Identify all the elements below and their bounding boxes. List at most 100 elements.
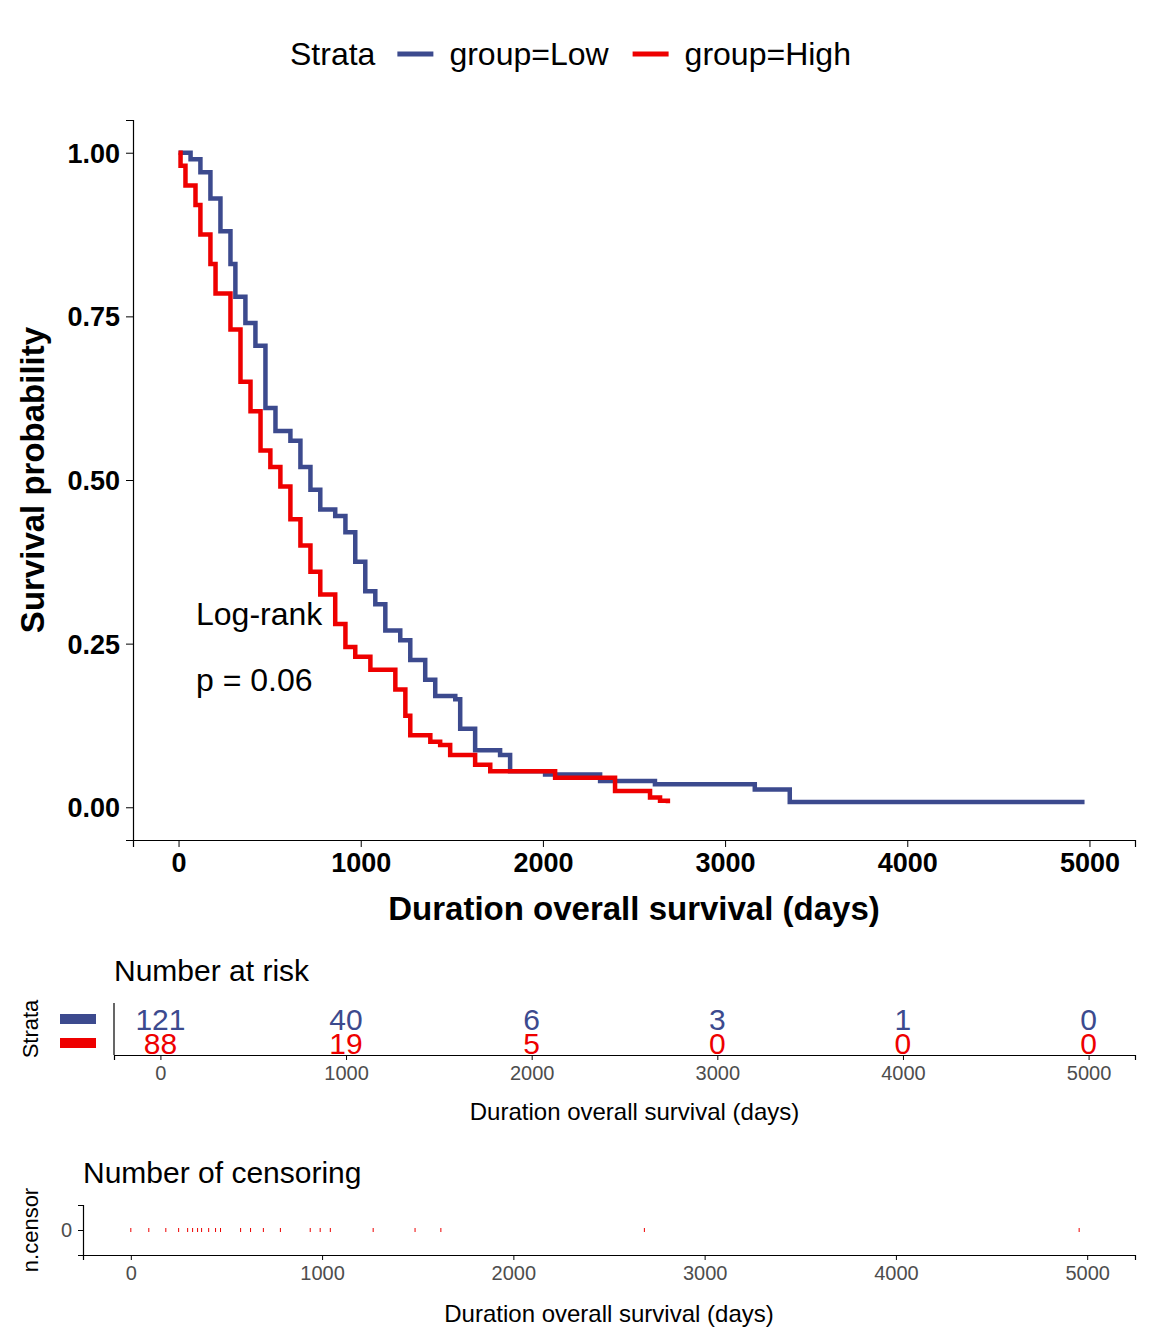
- tick-label: 0.00: [67, 793, 120, 823]
- censor-mark: [250, 1228, 251, 1232]
- tick-mark: [1087, 1255, 1088, 1260]
- legend-label: group=Low: [449, 36, 609, 72]
- tick-label: 0: [172, 848, 187, 878]
- censor-mark: [1079, 1228, 1080, 1232]
- axis-line: [78, 1206, 84, 1256]
- risk-count: 5: [523, 1027, 540, 1060]
- tick-mark: [126, 807, 133, 808]
- tick-label: 4000: [874, 1262, 919, 1284]
- axis-line: [115, 1056, 1136, 1061]
- tick-label: 2000: [510, 1062, 555, 1084]
- y-axis-title: Survival probability: [14, 326, 51, 633]
- tick: 4000: [878, 840, 938, 878]
- tick-label: 3000: [696, 1062, 741, 1084]
- censor-mark: [208, 1228, 209, 1232]
- tick: 1000: [331, 840, 391, 878]
- censor-mark: [197, 1228, 198, 1232]
- tick: 1.00: [67, 139, 133, 169]
- x-axis-title: Duration overall survival (days): [388, 890, 880, 927]
- tick-label: 0.50: [67, 466, 120, 496]
- axis-line: [84, 1256, 1136, 1261]
- tick-label: 0.25: [67, 630, 120, 660]
- censor-mark: [165, 1228, 166, 1232]
- tick-label: 5000: [1060, 848, 1120, 878]
- x-axis-title: Duration overall survival (days): [470, 1098, 799, 1125]
- x-axis: 0 1000 2000 3000 4000 5000: [115, 1055, 1136, 1084]
- tick-label: 2000: [492, 1262, 537, 1284]
- tick-label: 1000: [300, 1262, 345, 1284]
- tick: 0.25: [67, 630, 133, 660]
- legend-key: [60, 1014, 96, 1024]
- y-axis-title: Strata: [18, 999, 43, 1058]
- censor-mark: [263, 1228, 264, 1232]
- censor-mark: [201, 1228, 202, 1232]
- panel-title: Number of censoring: [83, 1156, 361, 1189]
- survival-curve: [179, 153, 668, 804]
- censor-mark: [240, 1228, 241, 1232]
- tick-mark: [126, 480, 133, 481]
- tick-label: 1000: [324, 1062, 369, 1084]
- survival-curve: [179, 153, 1085, 802]
- tick-mark: [78, 1230, 83, 1231]
- axis-line: [113, 1003, 114, 1055]
- tick-label: 1.00: [67, 139, 120, 169]
- tick-label: 5000: [1067, 1062, 1112, 1084]
- tick: 5000: [1060, 840, 1120, 878]
- tick: 0.00: [67, 793, 133, 823]
- censor-mark: [178, 1228, 179, 1232]
- legend-key: [397, 52, 433, 57]
- tick-label: 2000: [513, 848, 573, 878]
- y-axis-title: n.censor: [18, 1188, 43, 1272]
- plot-area: [179, 153, 1085, 804]
- tick: 0: [126, 1255, 137, 1284]
- tick-mark: [907, 840, 908, 847]
- tick-label: 4000: [878, 848, 938, 878]
- table-title: Number at risk: [114, 954, 310, 987]
- tick-mark: [126, 644, 133, 645]
- legend-label: group=High: [685, 36, 851, 72]
- axis-line: [134, 841, 1136, 848]
- tick-mark: [126, 153, 133, 154]
- censor-mark: [330, 1228, 331, 1232]
- tick: 3000: [683, 1255, 728, 1284]
- tick-label: 4000: [881, 1062, 926, 1084]
- censor-mark: [320, 1228, 321, 1232]
- censor-mark: [310, 1228, 311, 1232]
- censor-mark: [440, 1228, 441, 1232]
- censor-mark: [192, 1228, 193, 1232]
- tick-mark: [126, 316, 133, 317]
- tick: 5000: [1065, 1255, 1110, 1284]
- tick-mark: [896, 1255, 897, 1260]
- tick-label: 3000: [683, 1262, 728, 1284]
- annotation: p = 0.06: [196, 662, 313, 698]
- tick: 2000: [513, 840, 573, 878]
- censor-mark: [130, 1228, 131, 1232]
- censor-mark: [187, 1228, 188, 1232]
- tick-mark: [1089, 840, 1090, 847]
- axis-line: [126, 121, 134, 841]
- tick-label: 0: [155, 1062, 166, 1084]
- tick-mark: [131, 1255, 132, 1260]
- legend-key: [633, 52, 669, 57]
- tick-label: 1000: [331, 848, 391, 878]
- tick: 1000: [300, 1255, 345, 1284]
- censor-mark: [280, 1228, 281, 1232]
- legend-title: Strata: [290, 36, 376, 72]
- risk-count: 0: [709, 1027, 726, 1060]
- censor-mark: [644, 1228, 645, 1232]
- tick-mark: [543, 840, 544, 847]
- censor-mark: [373, 1228, 374, 1232]
- x-axis-title: Duration overall survival (days): [444, 1300, 773, 1327]
- x-axis: 0 1000 2000 3000 4000 5000: [84, 1255, 1136, 1284]
- tick-label: 0: [61, 1219, 72, 1241]
- censor-mark: [215, 1228, 216, 1232]
- tick: 4000: [874, 1255, 919, 1284]
- risk-count: 0: [895, 1027, 912, 1060]
- tick-label: 0: [126, 1262, 137, 1284]
- tick-mark: [179, 840, 180, 847]
- figure: 0100020003000400050000.000.250.500.751.0…: [0, 0, 1152, 1344]
- tick-mark: [705, 1255, 706, 1260]
- tick-label: 0.75: [67, 302, 120, 332]
- tick-mark: [361, 840, 362, 847]
- legend: Strata group=Low group=High: [290, 36, 851, 72]
